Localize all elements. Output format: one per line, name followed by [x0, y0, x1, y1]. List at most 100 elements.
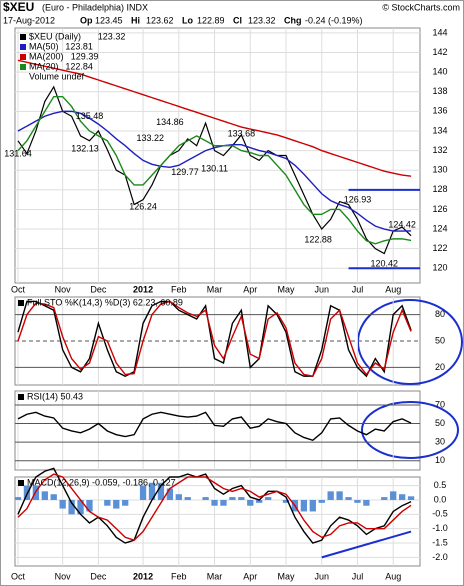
- y-tick-label: 144: [432, 27, 447, 37]
- histogram-bar: [202, 497, 209, 500]
- legend-swatch: [20, 54, 26, 60]
- y-tick-label: 20: [435, 362, 445, 372]
- y-tick-label: 130: [432, 165, 447, 175]
- legend-value: 122.84: [65, 61, 93, 71]
- legend-swatch: [18, 394, 24, 400]
- legend-value: 123.32: [98, 31, 126, 41]
- quote-label: Hi: [131, 15, 140, 25]
- panel-legend: MACD(12,26,9) -0.059, -0.186, 0.127: [27, 477, 176, 487]
- histogram-bar: [220, 499, 227, 506]
- x-tick-label: May: [277, 284, 295, 294]
- x-tick-label: Dec: [90, 571, 107, 581]
- y-tick-label: 30: [435, 436, 445, 446]
- histogram-bar: [14, 497, 22, 500]
- histogram-bar: [59, 499, 66, 509]
- histogram-bar: [104, 499, 111, 506]
- x-tick-label: Mar: [207, 284, 223, 294]
- histogram-bar: [175, 494, 182, 500]
- y-tick-label: 124: [432, 223, 447, 233]
- legend-name: $XEU (Daily): [29, 31, 81, 41]
- quote-label: Op: [80, 15, 93, 25]
- series-line: [17, 110, 412, 232]
- histogram-bar: [166, 488, 174, 500]
- y-tick-label: 0.0: [434, 494, 447, 504]
- highlight-circle: [357, 299, 463, 385]
- histogram-bar: [300, 499, 308, 512]
- y-tick-label: 50: [435, 335, 445, 345]
- histogram-bar: [148, 482, 156, 500]
- histogram-bar: [86, 499, 93, 512]
- x-tick-label: Jul: [352, 284, 364, 294]
- y-tick-label: -1.5: [432, 537, 448, 547]
- price-annotation: 130.11: [201, 164, 228, 174]
- histogram-bar: [229, 497, 236, 500]
- histogram-bar: [264, 497, 272, 500]
- legend-name: MA(200): [29, 51, 64, 61]
- price-annotation: 129.77: [171, 167, 199, 177]
- histogram-bar: [122, 499, 129, 506]
- series-line: [17, 411, 412, 442]
- price-annotation: 124.42: [388, 219, 416, 229]
- histogram-bar: [407, 496, 415, 500]
- price-annotation: 134.86: [156, 117, 184, 127]
- quote-value: -0.24 (-0.19%): [305, 15, 363, 25]
- quote-label: Lo: [182, 15, 193, 25]
- panels: [14, 27, 463, 567]
- price-annotation: 131.64: [4, 149, 32, 159]
- y-tick-label: 128: [432, 184, 447, 194]
- histogram-bar: [327, 491, 334, 500]
- legend-value: 123.81: [65, 41, 93, 51]
- series-line: [17, 473, 412, 541]
- histogram-bar: [318, 499, 325, 503]
- x-tick-label: Jul: [352, 571, 364, 581]
- x-tick-label: Apr: [243, 571, 257, 581]
- series-line: [17, 59, 412, 177]
- panel-frame: [14, 476, 421, 567]
- legend-swatch: [20, 34, 26, 40]
- y-tick-label: 122: [432, 243, 447, 253]
- quote-value: 123.32: [248, 15, 276, 25]
- histogram-bar: [157, 482, 165, 500]
- y-tick-label: 132: [432, 145, 447, 155]
- histogram-bar: [354, 499, 361, 503]
- histogram-bar: [345, 497, 352, 500]
- price-annotation: 132.13: [71, 144, 99, 154]
- y-tick-label: 10: [435, 455, 445, 465]
- subtitle: (Euro - Philadelphia) INDX: [42, 2, 148, 12]
- price-annotation: 126.93: [344, 195, 372, 205]
- y-tick-label: 126: [432, 204, 447, 214]
- histogram-bar: [77, 499, 84, 515]
- x-tick-label: Dec: [90, 284, 107, 294]
- price-annotation: 126.24: [129, 201, 157, 211]
- histogram-bar: [113, 499, 120, 509]
- histogram-bar: [184, 497, 191, 500]
- x-tick-label: Apr: [243, 284, 257, 294]
- price-annotation: 120.42: [371, 259, 399, 269]
- y-tick-label: 120: [432, 263, 447, 273]
- x-tick-label: Aug: [385, 571, 401, 581]
- x-tick-label: Jun: [314, 571, 329, 581]
- histogram-bar: [256, 499, 263, 503]
- x-tick-label: 2012: [133, 284, 153, 294]
- legend-swatch: [20, 44, 26, 50]
- x-tick-label: May: [277, 571, 295, 581]
- panel-legend: Full STO %K(14,3) %D(3) 62.23, 60.89: [27, 297, 183, 307]
- x-tick-label: Jun: [314, 284, 329, 294]
- histogram-bar: [381, 497, 388, 500]
- histogram-bar: [238, 497, 245, 500]
- quote-value: 122.89: [197, 15, 225, 25]
- panel-frame: [14, 390, 421, 471]
- y-tick-label: 50: [435, 418, 445, 428]
- x-tick-label: Oct: [11, 284, 26, 294]
- y-tick-label: 80: [435, 309, 445, 319]
- series-line: [17, 95, 412, 245]
- series-line: [17, 85, 412, 255]
- trendline: [321, 530, 412, 559]
- panel-legend: RSI(14) 50.43: [27, 391, 83, 401]
- quote-label: Cl: [233, 15, 242, 25]
- y-tick-label: 138: [432, 86, 447, 96]
- x-tick-label: Oct: [11, 571, 26, 581]
- price-annotation: 122.88: [304, 234, 332, 244]
- legend-swatch: [18, 480, 24, 486]
